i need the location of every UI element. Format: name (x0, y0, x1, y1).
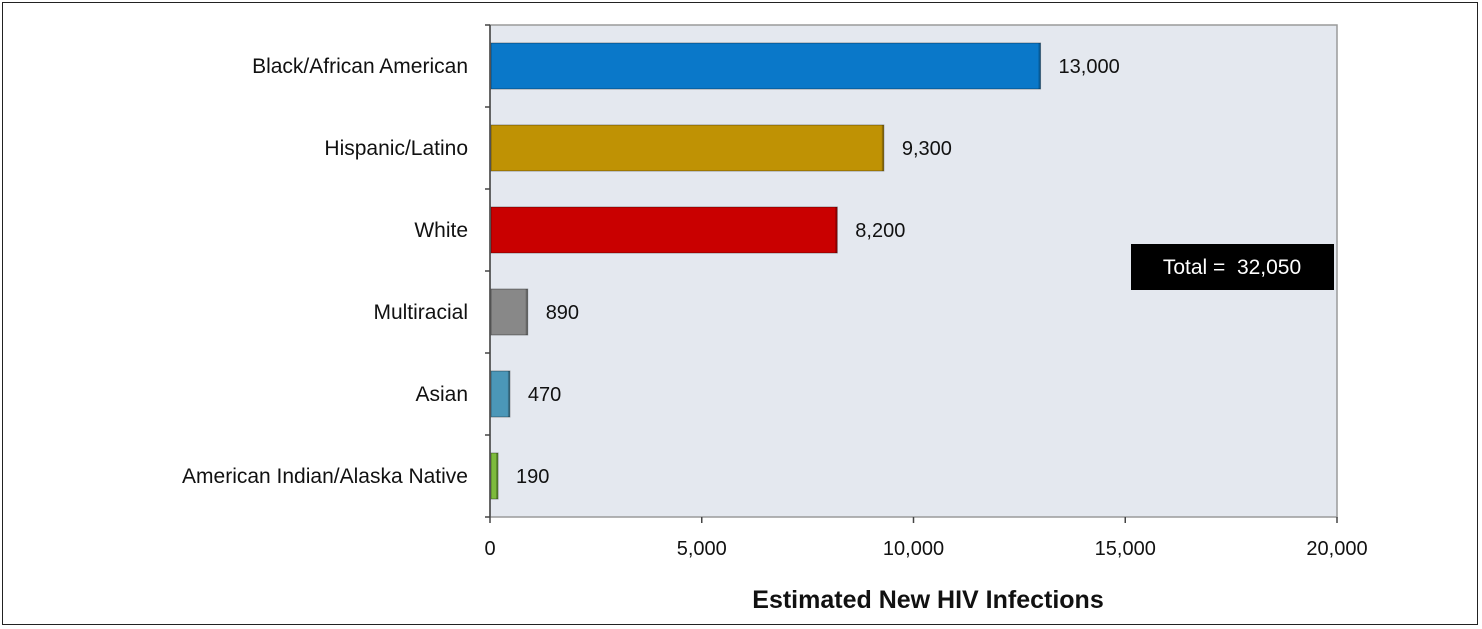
total-box (1131, 244, 1334, 290)
axes-layer: 0 5,000 10,000 15,000 20,000 (484, 24, 1368, 560)
category-label: Asian (415, 383, 468, 406)
bar-hispanic-latino (490, 124, 885, 172)
value-label: 890 (546, 302, 579, 324)
x-tick-label: 10,000 (883, 538, 944, 560)
total-label: Total = 32,050 (1163, 256, 1301, 279)
bar-shadow (507, 371, 510, 417)
bar-shadow (881, 125, 884, 171)
bar-shadow (835, 207, 838, 253)
bar-shadow (496, 453, 499, 499)
value-label: 190 (516, 466, 549, 488)
x-axis-title: Estimated New HIV Infections (752, 586, 1103, 614)
bars-layer: Black/African American 13,000 Hispanic/Lat… (182, 42, 1120, 500)
value-label: 470 (528, 384, 561, 406)
category-label: Black/African American (252, 55, 468, 78)
value-label: 13,000 (1059, 56, 1120, 78)
bar-white (490, 206, 838, 254)
category-label: American Indian/Alaska Native (182, 465, 468, 488)
category-label: Hispanic/Latino (324, 137, 468, 160)
bar-american-indian-alaska-native (490, 452, 499, 500)
x-tick-label: 20,000 (1306, 538, 1367, 560)
x-tick-label: 0 (484, 538, 495, 560)
x-tick-label: 5,000 (677, 538, 727, 560)
category-label: Multiracial (373, 301, 468, 324)
bar-multiracial (490, 288, 529, 336)
bar-shadow (1038, 43, 1041, 89)
value-label: 9,300 (902, 138, 952, 160)
bar-black-african-american (490, 42, 1042, 90)
category-label: White (414, 219, 468, 242)
x-tick-label: 15,000 (1095, 538, 1156, 560)
value-label: 8,200 (855, 220, 905, 242)
bar-shadow (525, 289, 528, 335)
bar-asian (490, 370, 511, 418)
total-annotation: Total = 32,050 (1131, 244, 1334, 290)
